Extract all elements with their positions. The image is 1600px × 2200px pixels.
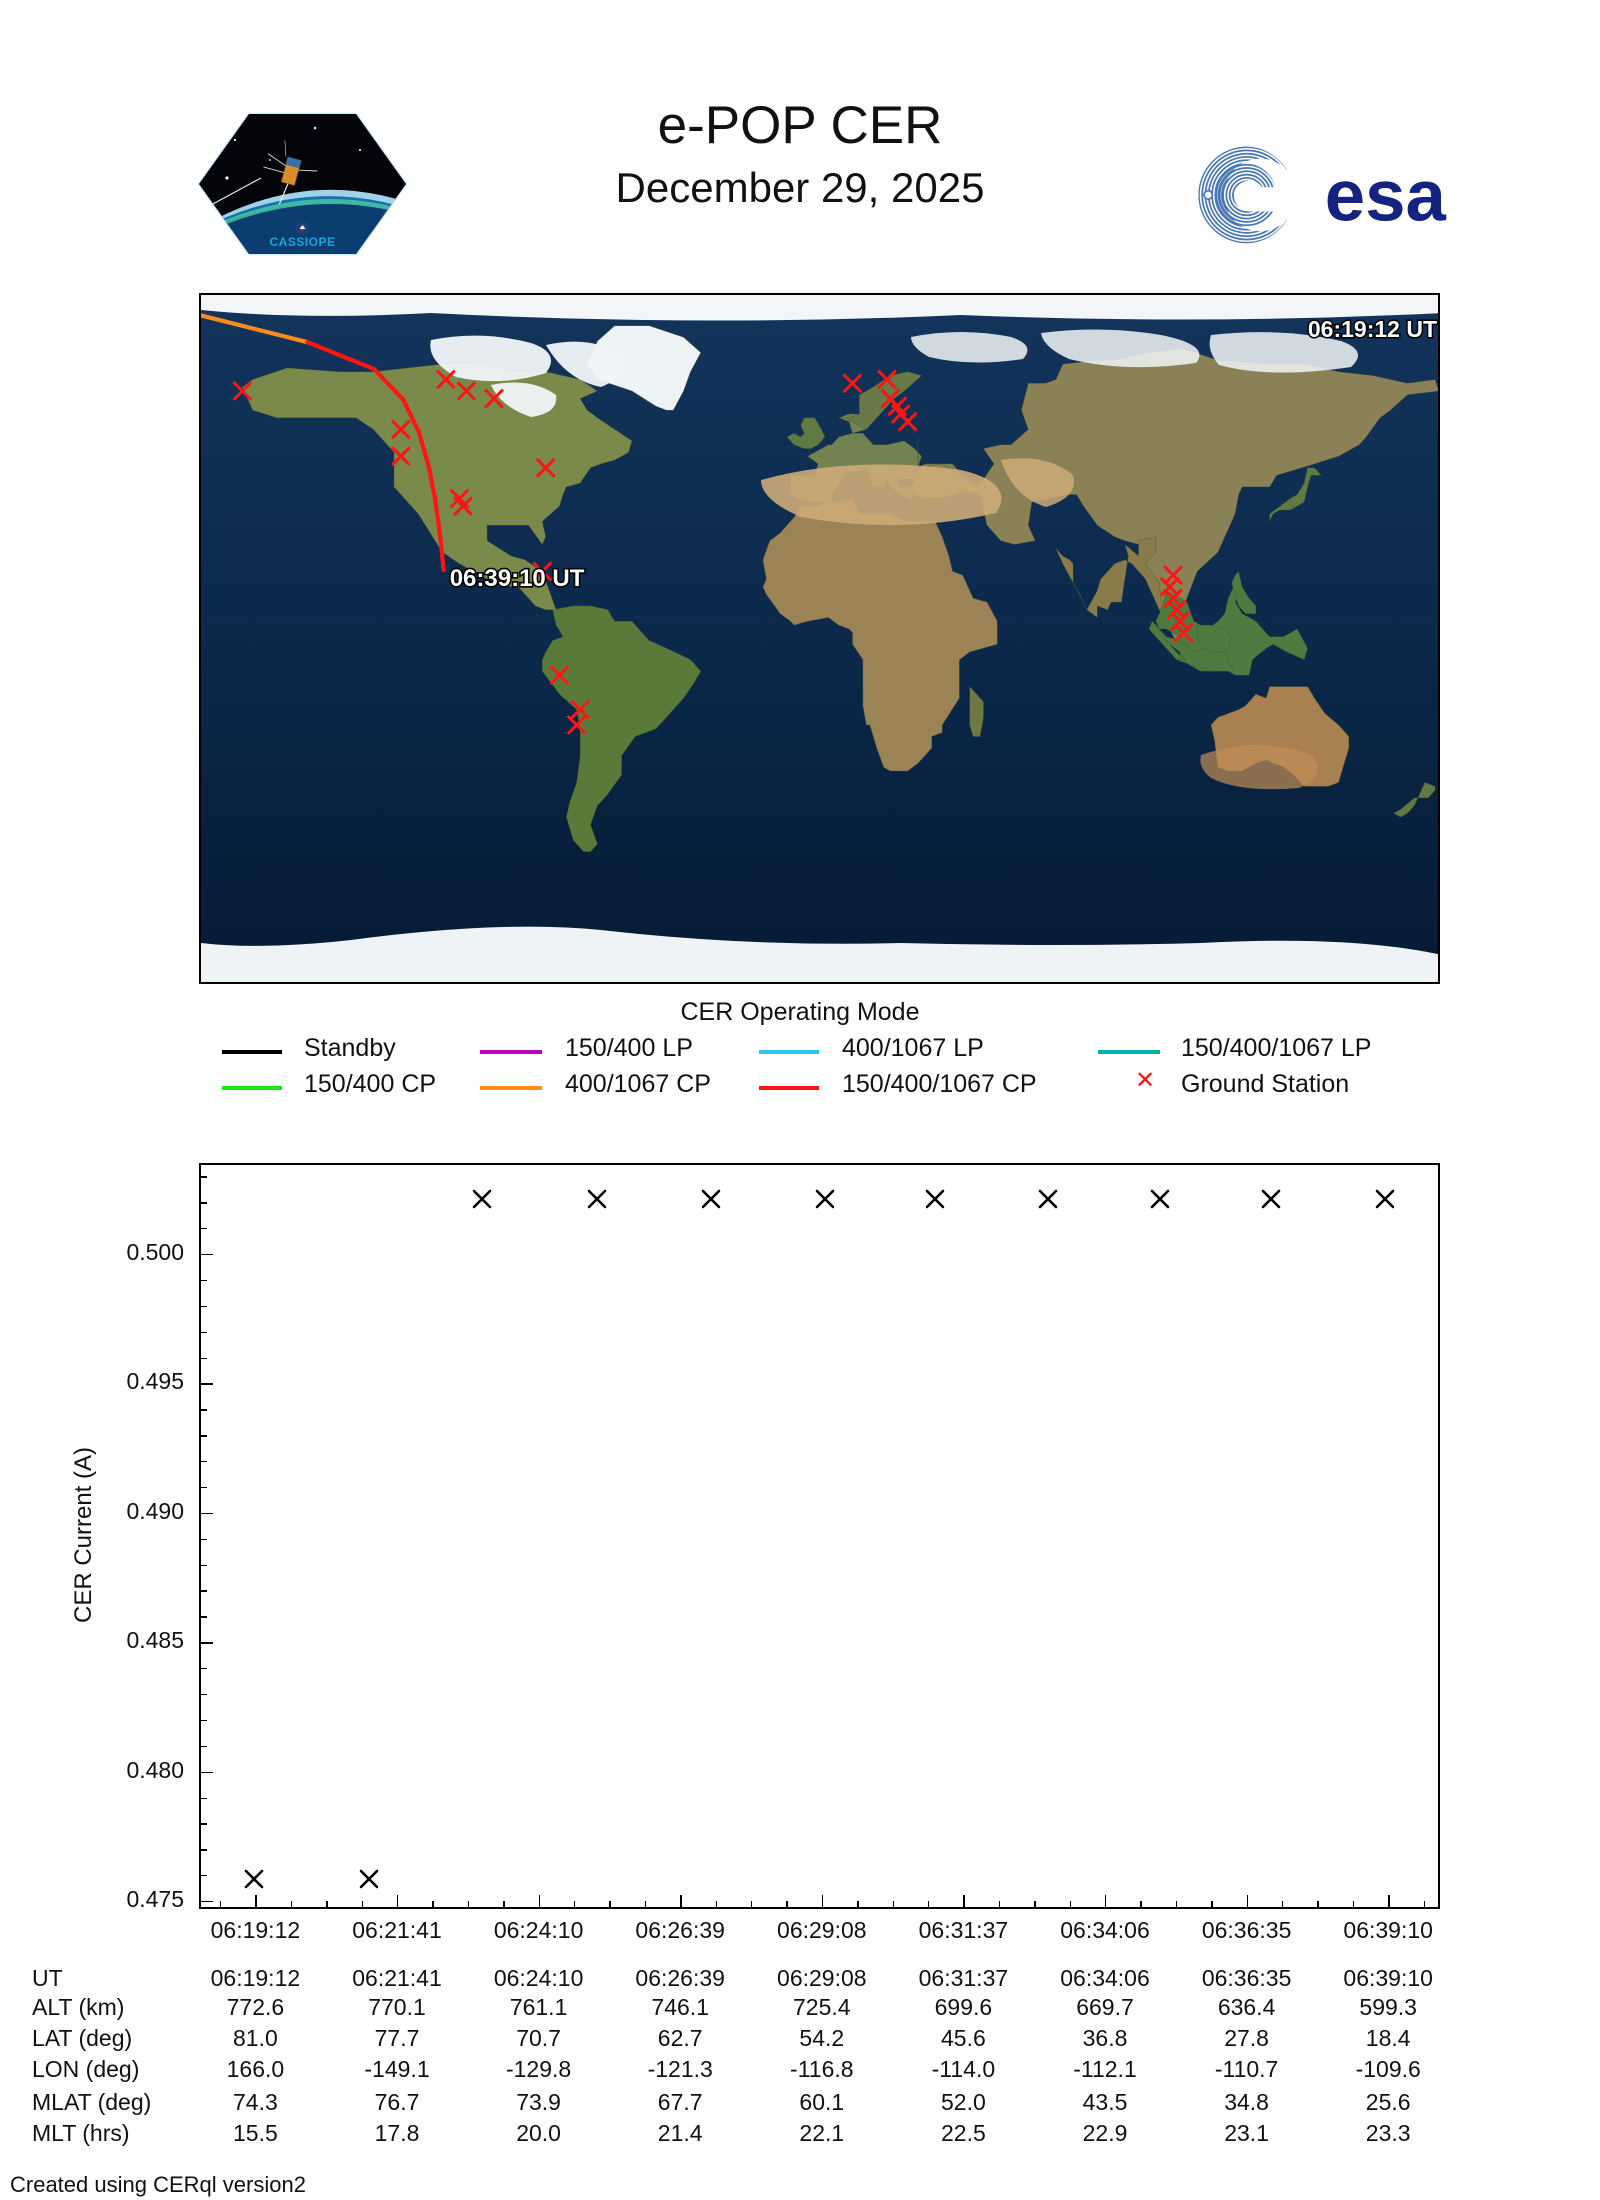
svg-text:CASSIOPE: CASSIOPE [269,235,335,249]
svg-text:06:39:10 UT: 06:39:10 UT [450,565,585,592]
svg-text:06:19:12 UT: 06:19:12 UT [1308,316,1437,342]
svg-text:esa: esa [1325,155,1447,236]
